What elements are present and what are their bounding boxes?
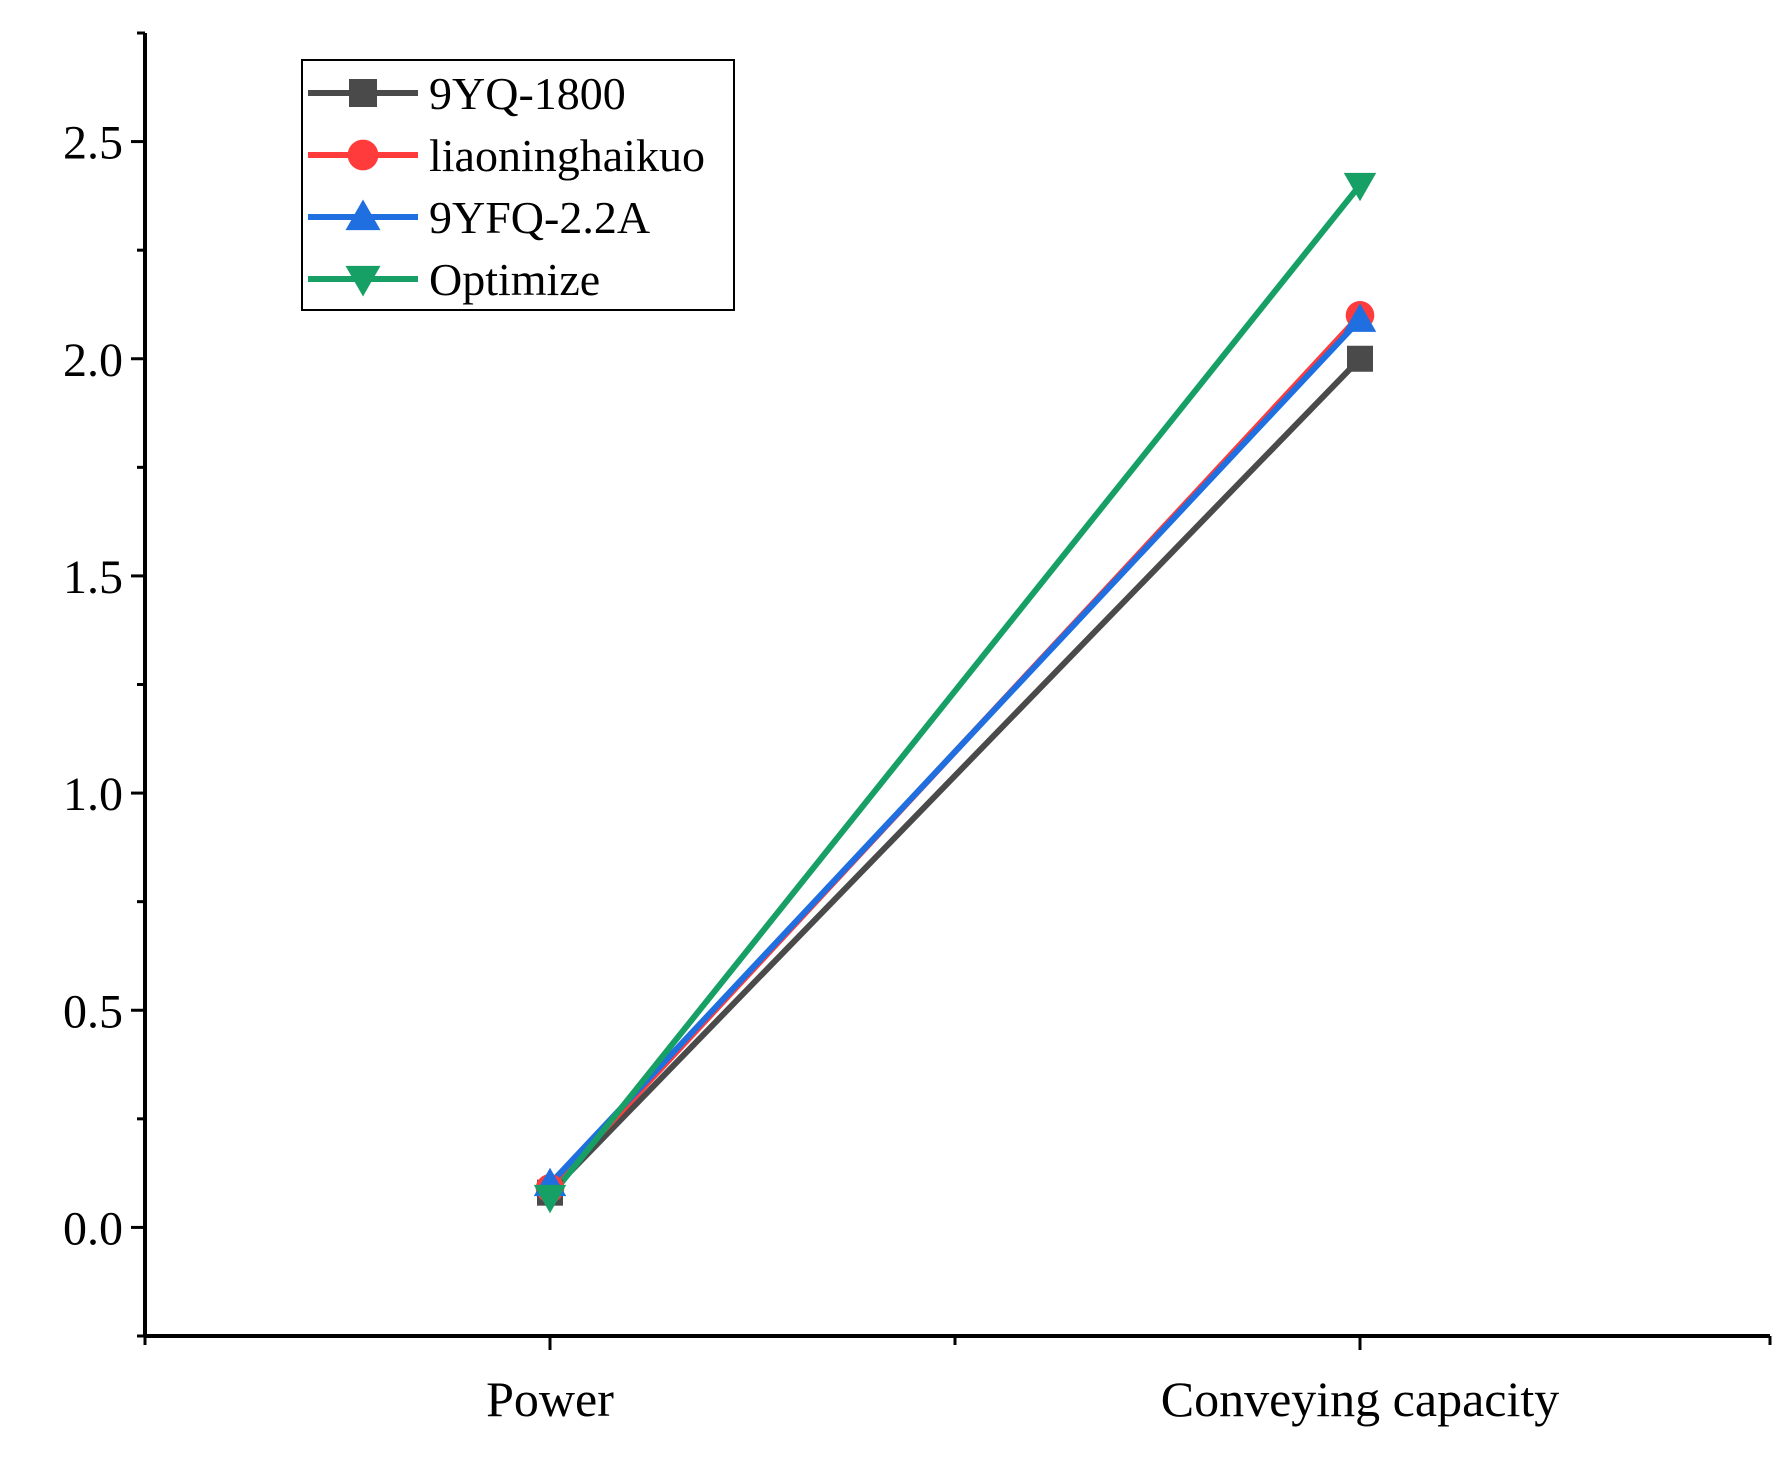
legend-label: Optimize [429,254,600,305]
legend-label: 9YFQ-2.2A [429,192,650,243]
x-tick-label: Conveying capacity [1161,1371,1560,1427]
legend-marker [345,265,381,297]
legend-marker [349,79,377,107]
plot-lines [547,183,1363,1199]
legend: 9YQ-1800 liaoninghaikuo 9YFQ-2.2A Optimize [301,59,735,311]
y-tick-label: 1.5 [63,551,123,604]
data-point [1343,303,1377,332]
data-point [1343,172,1377,202]
data-point [533,1184,567,1214]
y-tick-label: 1.0 [63,768,123,821]
x-tick-label: Power [486,1371,614,1427]
y-tick-label: 2.5 [63,117,123,170]
y-tick-label: 0.0 [63,1202,123,1255]
plot-markers [533,172,1377,1214]
series-line-2 [547,317,1363,1187]
legend-marker [345,199,381,231]
legend-marker [347,139,379,171]
series-line-3 [547,183,1363,1199]
y-tick-label: 0.5 [63,985,123,1038]
legend-label: 9YQ-1800 [429,68,626,119]
axes: 0.0 0.5 1.0 1.5 2.0 2.5 Power Conveying capacit… [63,31,1772,1427]
data-point [1347,345,1373,372]
series-line-0 [547,356,1363,1195]
legend-label: liaoninghaikuo [429,130,705,181]
y-tick-label: 2.0 [63,334,123,387]
